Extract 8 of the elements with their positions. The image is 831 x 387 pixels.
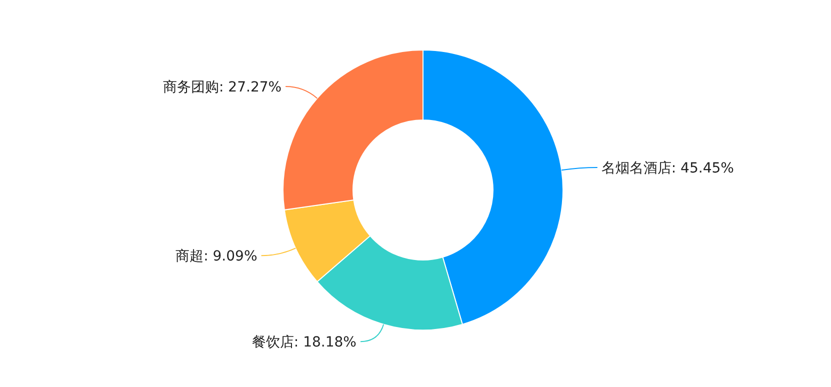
slice-label: 餐饮店 (252, 334, 294, 350)
data-label: : 9.09% (204, 248, 258, 265)
slice-label: 商超 (176, 248, 204, 265)
slice-label: 名烟名酒店 (601, 160, 672, 176)
data-label: : 45.45% (671, 160, 734, 176)
data-label: : 27.27% (219, 79, 282, 96)
slice-label: 商务团购 (163, 79, 220, 96)
data-label: : 18.18% (294, 334, 356, 350)
